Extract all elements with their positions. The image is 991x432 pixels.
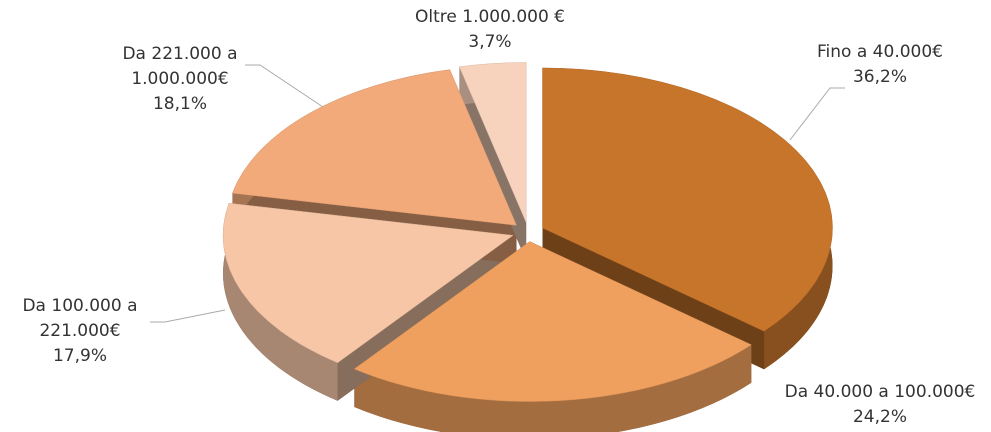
slice bbox=[542, 67, 833, 332]
slice bbox=[353, 241, 752, 402]
data-label: Da 221.000 a 1.000.000€ 18,1% bbox=[105, 42, 255, 117]
value-label: 36,2% bbox=[852, 67, 907, 87]
category-label: Da 221.000 a 1.000.000€ bbox=[122, 44, 238, 89]
value-label: 24,2% bbox=[852, 407, 907, 427]
slice-rim bbox=[223, 203, 338, 401]
data-label: Fino a 40.000€ 36,2% bbox=[817, 40, 943, 90]
slice bbox=[222, 202, 514, 364]
value-label: 3,7% bbox=[468, 32, 512, 52]
pie-tops bbox=[222, 62, 833, 402]
category-label: Da 100.000 a 221.000€ bbox=[22, 296, 138, 341]
data-label: Da 100.000 a 221.000€ 17,9% bbox=[5, 294, 155, 369]
slice bbox=[459, 62, 527, 223]
leader-line bbox=[245, 64, 336, 116]
slice bbox=[232, 69, 517, 226]
category-label: Fino a 40.000€ bbox=[817, 42, 943, 62]
data-label: Oltre 1.000.000 € 3,7% bbox=[415, 5, 565, 55]
value-label: 17,9% bbox=[52, 346, 107, 366]
leader-line bbox=[789, 87, 845, 141]
category-label: Da 40.000 a 100.000€ bbox=[784, 382, 976, 402]
data-label: Da 40.000 a 100.000€ 24,2% bbox=[785, 380, 976, 430]
category-label: Oltre 1.000.000 € bbox=[415, 7, 565, 27]
value-label: 18,1% bbox=[152, 94, 207, 114]
slice-rim bbox=[354, 344, 752, 432]
leader-line bbox=[150, 309, 226, 323]
